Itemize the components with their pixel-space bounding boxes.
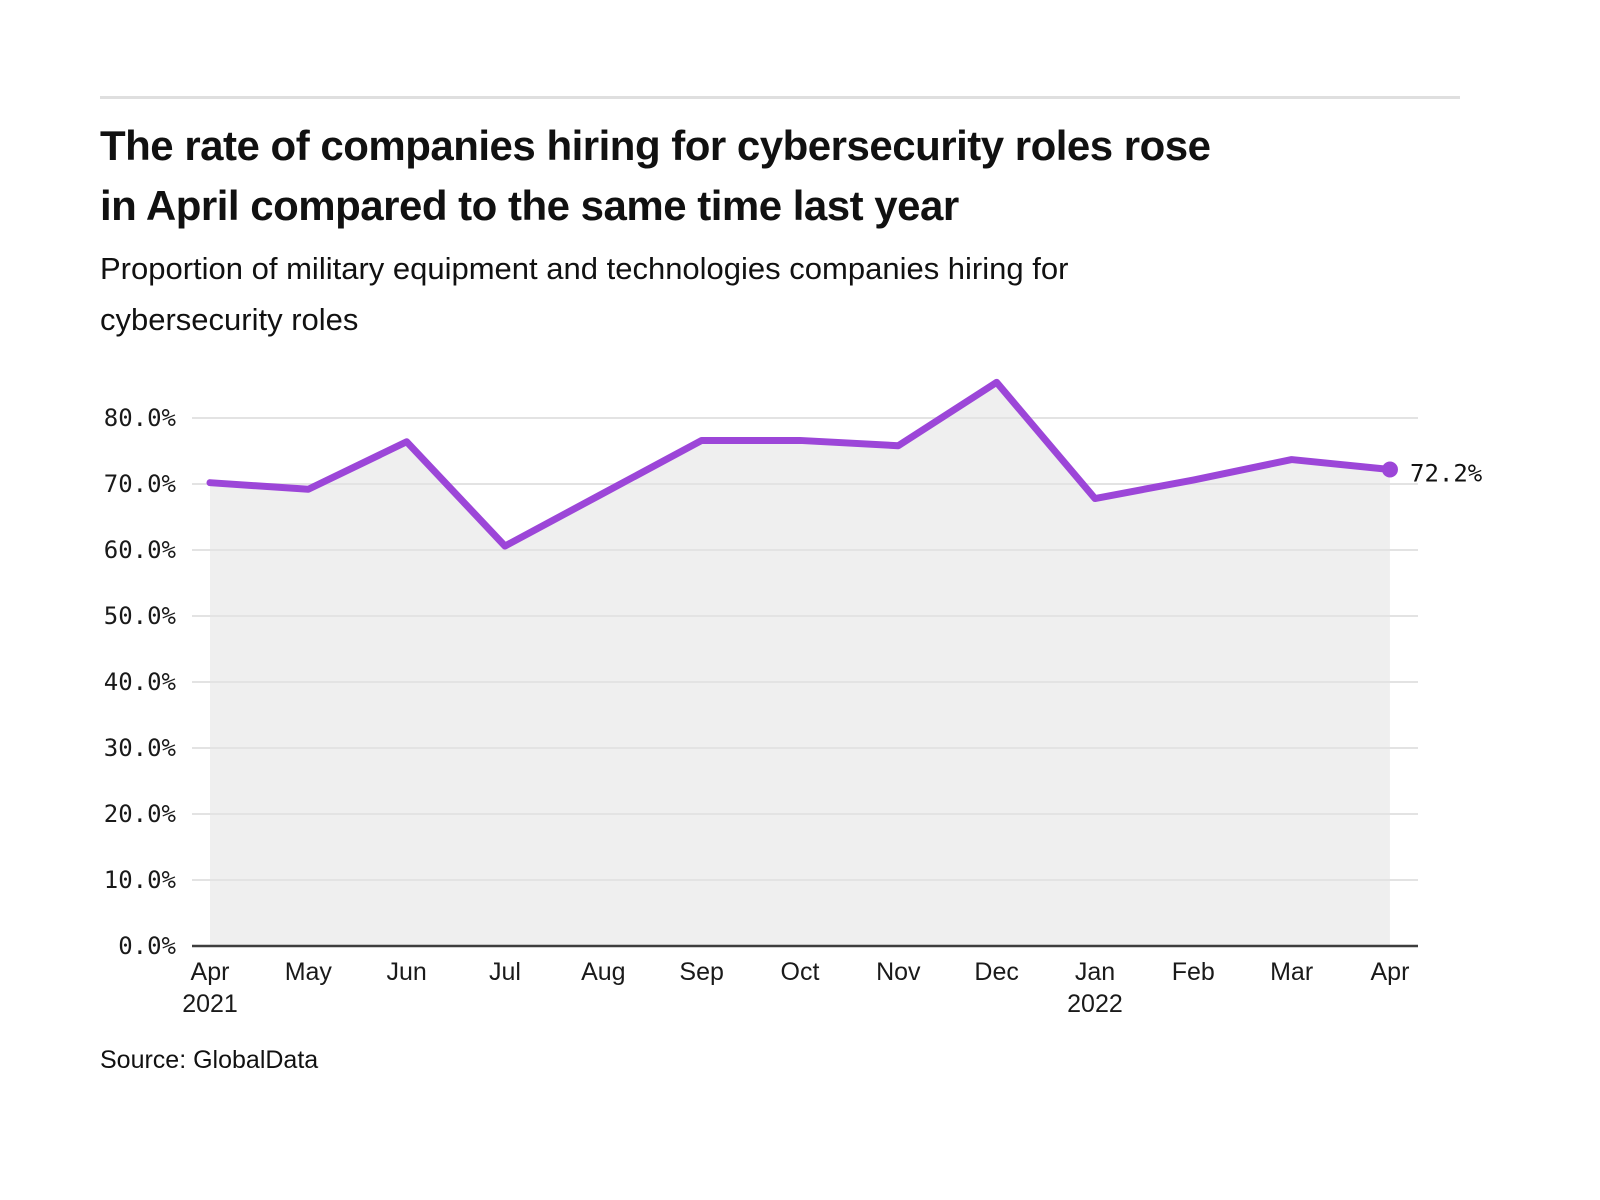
- y-tick-label: 10.0%: [104, 866, 177, 894]
- x-tick-label: Aug: [581, 958, 625, 986]
- page-subtitle-line-1: Proportion of military equipment and tec…: [100, 251, 1069, 286]
- x-tick-label: Nov: [876, 958, 921, 986]
- x-tick-label: May: [285, 958, 333, 986]
- trend-line: [206, 378, 1394, 550]
- area-fill: [210, 382, 1390, 946]
- top-divider: [100, 96, 1460, 99]
- page-title: The rate of companies hiring for cyberse…: [100, 116, 1490, 236]
- y-tick-label: 20.0%: [104, 800, 177, 828]
- end-point-marker: [1381, 461, 1398, 478]
- y-tick-label: 30.0%: [104, 734, 177, 762]
- y-tick-label: 50.0%: [104, 602, 177, 630]
- x-tick-label: Dec: [974, 958, 1018, 986]
- x-tick-label: Feb: [1172, 958, 1215, 986]
- x-tick-label: Jan: [1075, 958, 1115, 986]
- area-line-chart: 0.0% 10.0% 20.0% 30.0% 40.0% 50.0% 60.0% 70.0% 8…: [104, 378, 1483, 1018]
- page-title-line-1: The rate of companies hiring for cyberse…: [100, 122, 1211, 169]
- x-tick-label: Apr: [191, 958, 230, 986]
- x-tick-label: Jun: [387, 958, 427, 986]
- source-note: Source: GlobalData: [100, 1046, 319, 1074]
- x-tick-year-label: 2021: [182, 990, 238, 1018]
- y-tick-label: 80.0%: [104, 404, 177, 432]
- y-tick-label: 40.0%: [104, 668, 177, 696]
- y-tick-label: 60.0%: [104, 536, 177, 564]
- y-tick-label: 70.0%: [104, 470, 177, 498]
- x-tick-label: Sep: [679, 958, 723, 986]
- page-subtitle: Proportion of military equipment and tec…: [100, 243, 1490, 345]
- x-tick-label: Mar: [1270, 958, 1313, 986]
- x-tick-label: Apr: [1371, 958, 1410, 986]
- x-tick-label: Oct: [781, 958, 820, 986]
- page-subtitle-line-2: cybersecurity roles: [100, 302, 359, 337]
- last-value-label: 72.2%: [1410, 459, 1483, 487]
- x-tick-label: Jul: [489, 958, 521, 986]
- x-tick-year-label: 2022: [1067, 990, 1123, 1018]
- page-title-line-2: in April compared to the same time last …: [100, 182, 959, 229]
- y-tick-label: 0.0%: [118, 932, 176, 960]
